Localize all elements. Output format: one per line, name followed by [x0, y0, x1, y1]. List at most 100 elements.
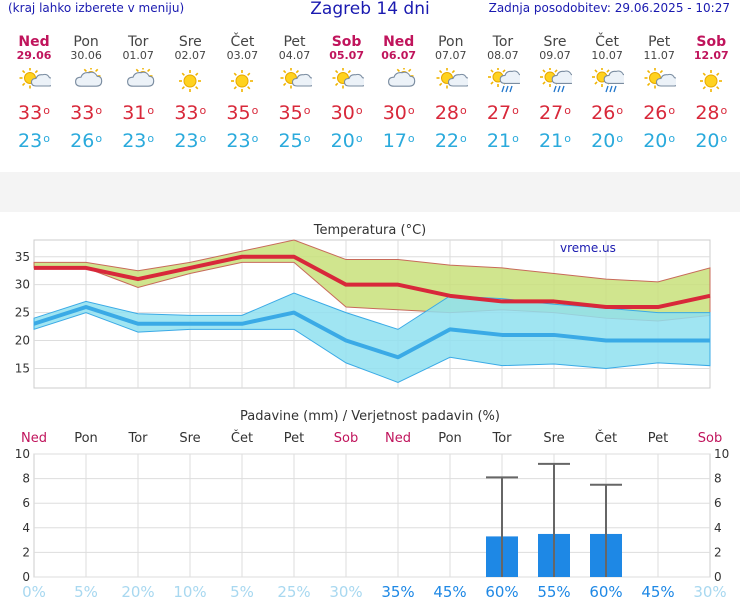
degree-symbol: o	[147, 104, 155, 117]
day-name: Sre	[543, 34, 567, 50]
day-date: 05.07	[329, 49, 364, 62]
degree-symbol: o	[460, 132, 467, 145]
day-column: Sob 12.07 28o 20o	[685, 34, 737, 152]
temp-min: 26o	[60, 130, 112, 152]
day-name: Sre	[178, 34, 202, 50]
y-tick-label-right: 8	[714, 472, 722, 486]
degree-symbol: o	[564, 104, 571, 117]
cloudy-icon	[127, 68, 155, 87]
temperature-chart: Temperatura (°C) 15 20 25 30 35 vreme.us	[15, 223, 711, 389]
temp-max: 33o	[8, 102, 60, 124]
day-label: Tor	[491, 431, 512, 446]
temp-max: 26o	[581, 102, 633, 124]
y-tick-label-right: 4	[714, 521, 722, 535]
temp-min: 21o	[529, 130, 581, 152]
temp-max: 35o	[216, 102, 268, 124]
temp-max-value: 28	[695, 102, 720, 124]
temp-max-value: 27	[486, 102, 512, 124]
degree-symbol: o	[303, 132, 311, 145]
day-name: Čet	[230, 34, 255, 50]
day-name: Ned	[18, 34, 50, 50]
temp-max: 30o	[373, 102, 425, 124]
y-tick-label: 10	[15, 447, 30, 461]
y-tick-label: 8	[22, 472, 30, 486]
y-tick-label-right: 6	[714, 496, 722, 510]
degree-symbol: o	[616, 132, 624, 145]
daily-forecast-strip: Ned 29.06 33o 23o Pon 30.06 33o 26o Tor 01.07 31o 2…	[8, 34, 736, 174]
cloudy-icon	[387, 68, 415, 87]
day-date: 12.07	[693, 49, 729, 62]
day-date: 10.07	[591, 49, 623, 62]
temp-max: 31o	[112, 102, 164, 124]
temp-min: 23o	[8, 130, 60, 152]
temp-max-value: 26	[643, 102, 668, 124]
y-tick-label: 35	[15, 250, 30, 264]
day-date: 09.07	[539, 49, 571, 62]
day-label: Tor	[127, 431, 148, 446]
day-column: Pet 04.07 35o 25o	[269, 34, 321, 152]
degree-symbol: o	[303, 104, 311, 117]
degree-symbol: o	[199, 104, 207, 117]
degree-symbol: o	[512, 132, 519, 145]
temp-max: 35o	[269, 102, 321, 124]
temp-max: 30o	[321, 102, 373, 124]
day-date: 11.07	[643, 49, 675, 62]
temp-max: 26o	[633, 102, 685, 124]
degree-symbol: o	[43, 132, 50, 145]
precip-probability-label: 30%	[693, 583, 726, 600]
temp-min: 20o	[685, 130, 737, 152]
temp-max: 33o	[164, 102, 216, 124]
y-tick-label: 15	[15, 361, 30, 375]
y-tick-label-right: 10	[714, 447, 729, 461]
sun-rain-icon	[540, 68, 572, 93]
day-label: Ned	[21, 431, 47, 446]
day-column: Sre 09.07 27o 21o	[529, 34, 581, 152]
day-label: Sob	[698, 431, 722, 446]
min-temp-line	[33, 305, 710, 360]
menu-hint: (kraj lahko izberete v meniju)	[8, 1, 185, 15]
cloudy-icon	[75, 68, 103, 87]
day-label: Pon	[438, 431, 462, 446]
day-label: Ned	[385, 431, 411, 446]
day-label: Pet	[284, 431, 304, 446]
sun-cloud-icon	[19, 68, 51, 89]
temp-min: 21o	[477, 130, 529, 152]
day-date: 02.07	[174, 49, 207, 62]
y-tick-label: 20	[15, 334, 30, 348]
degree-symbol: o	[460, 104, 467, 117]
day-date: 08.07	[487, 49, 519, 62]
temp-max-value: 26	[591, 102, 616, 124]
degree-symbol: o	[147, 132, 155, 145]
temp-min-value: 20	[591, 130, 616, 152]
precip-chart-title: Padavine (mm) / Verjetnost padavin (%)	[240, 409, 500, 424]
temp-max-value: 33	[174, 102, 199, 124]
temp-max-value: 33	[18, 102, 43, 124]
y-tick-label: 6	[22, 496, 30, 510]
sun-rain-icon	[592, 68, 625, 93]
degree-symbol: o	[95, 132, 103, 145]
day-label: Pet	[648, 431, 668, 446]
y-tick-label-right: 0	[714, 570, 722, 584]
temp-max-value: 35	[278, 102, 303, 124]
temp-min-value: 20	[643, 130, 668, 152]
y-tick-label: 2	[22, 545, 30, 559]
temp-max: 27o	[477, 102, 529, 124]
sun-icon	[179, 70, 202, 92]
degree-symbol: o	[251, 104, 259, 117]
precip-probability-label: 0%	[22, 583, 46, 600]
sun-cloud-icon	[436, 68, 468, 89]
temp-min-value: 20	[695, 130, 720, 152]
day-name: Pon	[73, 34, 99, 50]
temp-min: 25o	[269, 130, 321, 152]
day-date: 07.07	[435, 49, 467, 62]
min-temp-range-band	[33, 292, 711, 383]
precipitation-chart: Padavine (mm) / Verjetnost padavin (%) Ne…	[15, 409, 730, 600]
temp-max: 33o	[60, 102, 112, 124]
y-tick-label: 25	[15, 306, 30, 320]
degree-symbol: o	[720, 132, 728, 145]
day-label: Čet	[595, 430, 617, 446]
temp-min: 20o	[321, 130, 373, 152]
temp-max: 27o	[529, 102, 581, 124]
temp-min: 23o	[164, 130, 216, 152]
temp-min-value: 21	[539, 130, 564, 152]
